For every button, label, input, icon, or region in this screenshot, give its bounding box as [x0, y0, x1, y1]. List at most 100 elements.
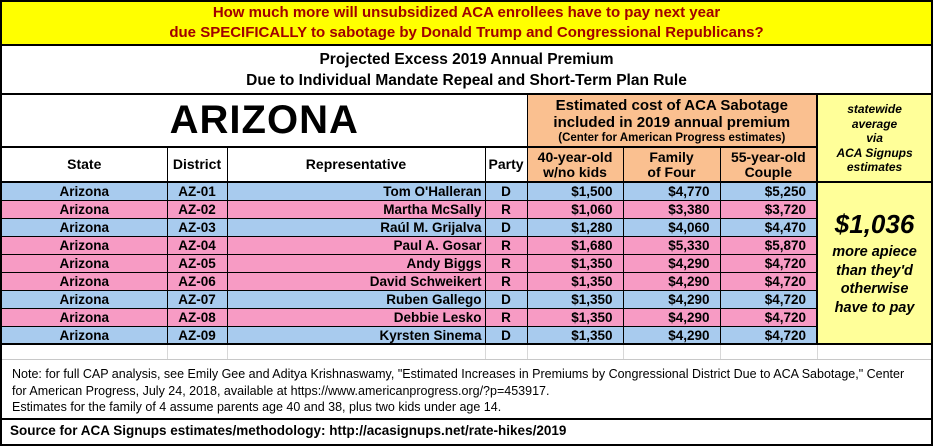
- statewide-average-amount: $1,036: [834, 209, 915, 240]
- table-row: Arizona AZ-04 Paul A. Gosar R $1,680 $5,…: [2, 235, 931, 255]
- grid-spacer-strip: [2, 345, 931, 361]
- table-row: Arizona AZ-05 Andy Biggs R $1,350 $4,290…: [2, 253, 931, 273]
- cell-state: Arizona: [2, 325, 168, 345]
- footnote-cap: Note: for full CAP analysis, see Emily G…: [12, 367, 905, 398]
- headline-line2: due SPECIFICALLY to sabotage by Donald T…: [169, 23, 764, 41]
- footnote-family: Estimates for the family of 4 assume par…: [12, 400, 502, 415]
- cell-party: D: [484, 217, 528, 237]
- cell-representative: Tom O'Halleran: [226, 181, 486, 201]
- cell-representative: Kyrsten Sinema: [226, 325, 486, 345]
- cell-district: AZ-09: [166, 325, 228, 345]
- cell-state: Arizona: [2, 307, 168, 327]
- cell-party: R: [484, 271, 528, 291]
- cell-district: AZ-02: [166, 199, 228, 219]
- cell-state: Arizona: [2, 199, 168, 219]
- col-header-family-line1: Family: [649, 148, 694, 165]
- column-header-row: State District Representative Party 40-y…: [2, 146, 931, 184]
- sidebar-statewide-label: statewide average via ACA Signups estima…: [816, 93, 931, 184]
- sidebar-caption-line3: otherwise: [840, 281, 909, 298]
- sidebar-caption-line4: have to pay: [834, 299, 915, 316]
- cell-age55: $4,720: [719, 325, 818, 345]
- source-line: Source for ACA Signups estimates/methodo…: [2, 417, 931, 441]
- cell-family4: $4,290: [622, 289, 721, 309]
- cell-party: R: [484, 199, 528, 219]
- cell-family4: $5,330: [622, 235, 721, 255]
- cell-family4: $4,060: [622, 217, 721, 237]
- table-title-row: ARIZONA Estimated cost of ACA Sabotage i…: [2, 93, 931, 184]
- sidebar-top-line4: ACA Signups: [836, 145, 913, 160]
- col-header-district: District: [166, 146, 228, 184]
- cell-age55: $3,720: [719, 199, 818, 219]
- subtitle-block: Projected Excess 2019 Annual Premium Due…: [2, 46, 931, 94]
- subtitle-line2: Due to Individual Mandate Repeal and Sho…: [246, 71, 687, 89]
- cell-family4: $3,380: [622, 199, 721, 219]
- col-header-age55: 55-year-old Couple: [719, 146, 818, 184]
- cell-representative: Debbie Lesko: [226, 307, 486, 327]
- cell-age40: $1,280: [526, 217, 624, 237]
- table-row: Arizona AZ-03 Raúl M. Grijalva D $1,280 …: [2, 217, 931, 237]
- table-row: Arizona AZ-08 Debbie Lesko R $1,350 $4,2…: [2, 307, 931, 327]
- sabotage-header-line3: (Center for American Progress estimates): [558, 131, 786, 144]
- cell-representative: Andy Biggs: [226, 253, 486, 273]
- table-row: Arizona AZ-07 Ruben Gallego D $1,350 $4,…: [2, 289, 931, 309]
- cell-age55: $5,870: [719, 235, 818, 255]
- sabotage-header-line2: included in 2019 annual premium: [553, 113, 791, 131]
- sidebar-top-line5: estimates: [846, 160, 903, 175]
- cell-party: R: [484, 307, 528, 327]
- cell-representative: Ruben Gallego: [226, 289, 486, 309]
- cell-family4: $4,290: [622, 271, 721, 291]
- cell-state: Arizona: [2, 181, 168, 201]
- table-row: Arizona AZ-09 Kyrsten Sinema D $1,350 $4…: [2, 325, 931, 345]
- cell-party: R: [484, 253, 528, 273]
- cell-age40: $1,060: [526, 199, 624, 219]
- cell-party: D: [484, 289, 528, 309]
- cell-state: Arizona: [2, 289, 168, 309]
- cell-family4: $4,290: [622, 325, 721, 345]
- col-header-age55-line2: Couple: [744, 163, 793, 180]
- cell-age55: $4,720: [719, 271, 818, 291]
- sabotage-cost-header: Estimated cost of ACA Sabotage included …: [526, 93, 818, 149]
- sidebar-top-line3: via: [866, 131, 883, 146]
- col-header-age40: 40-year-old w/no kids: [526, 146, 624, 184]
- cell-district: AZ-05: [166, 253, 228, 273]
- headline-line1: How much more will unsubsidized ACA enro…: [212, 3, 721, 21]
- cell-representative: Paul A. Gosar: [226, 235, 486, 255]
- col-header-age40-line1: 40-year-old: [537, 148, 613, 165]
- col-header-family: Family of Four: [622, 146, 721, 184]
- cell-party: D: [484, 325, 528, 345]
- footnotes: Note: for full CAP analysis, see Emily G…: [2, 360, 931, 418]
- sabotage-header-line1: Estimated cost of ACA Sabotage: [555, 96, 788, 114]
- cell-family4: $4,770: [622, 181, 721, 201]
- cell-age55: $5,250: [719, 181, 818, 201]
- cell-state: Arizona: [2, 253, 168, 273]
- cell-representative: Martha McSally: [226, 199, 486, 219]
- cell-party: R: [484, 235, 528, 255]
- subtitle-line1: Projected Excess 2019 Annual Premium: [319, 50, 614, 68]
- sidebar-top-line1: statewide: [847, 102, 902, 117]
- cell-age40: $1,350: [526, 253, 624, 273]
- cell-district: AZ-03: [166, 217, 228, 237]
- sidebar-caption-line1: more apiece: [832, 244, 917, 261]
- col-header-family-line2: of Four: [647, 163, 696, 180]
- premium-table: ARIZONA Estimated cost of ACA Sabotage i…: [2, 93, 931, 346]
- cell-age40: $1,500: [526, 181, 624, 201]
- cell-state: Arizona: [2, 271, 168, 291]
- sidebar-caption-line2: than they'd: [836, 262, 913, 279]
- sidebar-top-line2: average: [851, 116, 898, 131]
- cell-representative: David Schweikert: [226, 271, 486, 291]
- sidebar-average-callout: $1,036 more apiece than they'd otherwise…: [816, 181, 931, 345]
- cell-district: AZ-06: [166, 271, 228, 291]
- cell-family4: $4,290: [622, 307, 721, 327]
- col-header-representative: Representative: [226, 146, 486, 184]
- cell-state: Arizona: [2, 235, 168, 255]
- cell-age40: $1,350: [526, 289, 624, 309]
- cell-district: AZ-08: [166, 307, 228, 327]
- col-header-age40-line2: w/no kids: [543, 163, 607, 180]
- cell-age55: $4,720: [719, 253, 818, 273]
- cell-age40: $1,680: [526, 235, 624, 255]
- cell-district: AZ-01: [166, 181, 228, 201]
- cell-state: Arizona: [2, 217, 168, 237]
- table-row: Arizona AZ-01 Tom O'Halleran D $1,500 $4…: [2, 181, 931, 345]
- col-header-party: Party: [484, 146, 528, 184]
